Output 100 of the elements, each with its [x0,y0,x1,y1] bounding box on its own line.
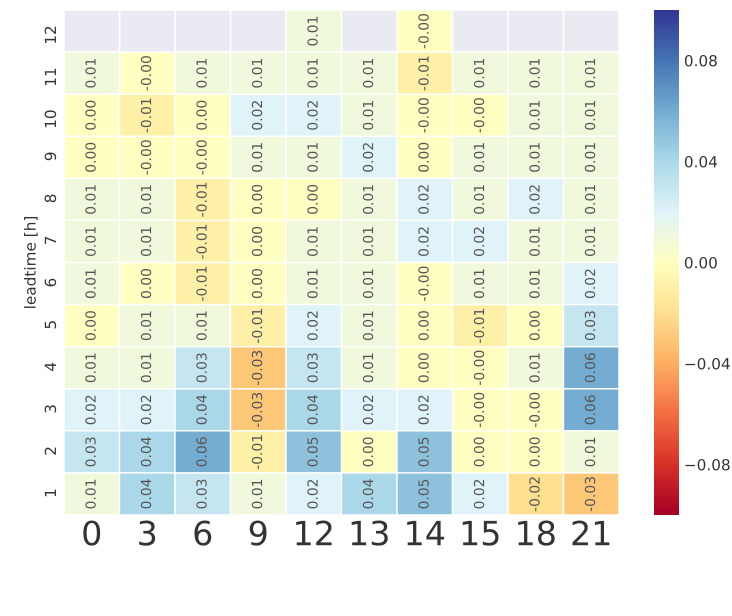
data-label: 0.01 [362,227,374,256]
data-label: 0.01 [362,354,374,382]
data-label: 0.02 [307,312,318,340]
color-bar-label: −0.04 [685,358,730,370]
data-label: 0.01 [584,185,596,214]
data-label: 0.00 [85,311,96,340]
x-tick-label: 15 [462,520,499,546]
data-label: 0.02 [418,185,429,214]
data-label: -0.00 [474,350,484,385]
x-tick-label: 0 [83,520,100,546]
data-label: 0.04 [362,479,374,509]
data-label: 0.01 [85,185,96,214]
data-label: 0.01 [529,269,540,298]
data-label: 0.01 [252,143,262,172]
data-label: 0.02 [418,396,429,424]
data-label: -0.01 [252,435,262,470]
data-label: 0.00 [252,184,262,214]
y-tick-label: 12 [44,26,56,43]
data-label: 0.01 [362,269,374,298]
data-label: 0.02 [140,396,152,424]
data-label: 0.01 [584,58,596,88]
data-label: 0.01 [85,480,96,509]
data-label: 0.00 [307,184,318,214]
y-tick-label: 9 [44,152,56,160]
y-tick-label: 6 [44,278,56,286]
data-label: 0.01 [85,269,96,298]
data-label: 0.01 [307,58,318,88]
data-label: 0.00 [362,437,374,466]
data-label: 0.03 [196,480,207,509]
data-label: 0.06 [584,353,596,382]
data-label: 0.00 [418,142,429,172]
color-bar-label: 0.04 [684,156,718,168]
y-tick-label: 5 [44,321,56,328]
data-label: -0.00 [140,140,152,175]
data-label: 0.01 [474,269,484,298]
data-label: 0.01 [252,58,262,88]
data-label: 0.00 [252,226,262,256]
data-label: 0.04 [140,437,152,466]
data-label: 0.01 [529,58,540,88]
y-tick-label: 11 [44,68,56,86]
data-label: 0.03 [85,438,96,466]
x-tick-label: 13 [352,520,388,546]
data-label: 0.02 [307,101,318,130]
color-bar-label: 0.08 [684,54,717,67]
data-label: 0.06 [584,395,596,424]
y-tick-label: 4 [44,362,56,371]
x-tick-label: 18 [518,520,555,546]
data-label: -0.00 [418,266,429,301]
data-label: -0.03 [252,392,262,428]
x-tick-label: 21 [572,520,610,546]
data-label: 0.01 [474,185,484,214]
data-label: 0.02 [529,185,540,214]
data-label: -0.00 [196,140,207,175]
data-label: 0.00 [418,353,429,382]
data-label: 0.01 [529,101,540,130]
x-tick-label: 3 [139,520,156,546]
data-label: 0.02 [474,480,484,509]
data-label: 0.01 [529,143,540,172]
data-label: -0.00 [529,392,540,428]
data-label: 0.01 [140,227,152,256]
y-tick-label: 3 [44,405,56,413]
data-label: 0.02 [418,227,429,256]
data-label: -0.00 [474,98,484,132]
data-label: 0.00 [474,437,484,466]
data-label: 0.00 [252,269,262,298]
data-label: 0.01 [140,185,152,214]
data-label: -0.02 [529,477,540,512]
x-tick-label: 9 [250,520,267,546]
data-label: -0.01 [140,98,152,132]
data-label: 0.02 [362,143,374,172]
data-label: 0.00 [85,142,96,172]
data-label: 0.01 [584,438,596,466]
data-label: -0.03 [252,350,262,385]
data-label: 0.01 [362,185,374,214]
data-label: -0.01 [196,224,207,259]
data-label: 0.03 [307,353,318,382]
data-label: 0.05 [418,438,429,466]
data-label: 0.00 [529,437,540,466]
data-label: 0.01 [474,143,484,172]
data-label: 0.01 [362,101,374,130]
x-tick-label: 14 [407,520,444,546]
data-label: 0.01 [362,311,374,340]
data-label: -0.00 [418,14,429,48]
data-label: 0.01 [140,311,152,340]
data-label: 0.04 [196,395,207,424]
y-tick-label: 1 [44,490,56,496]
data-label: 0.00 [196,100,207,130]
data-label: 0.02 [474,227,484,256]
data-label: 0.00 [140,269,152,298]
data-label: 0.01 [252,480,262,509]
data-label: 0.01 [474,58,484,88]
y-tick-label: 2 [44,448,56,455]
data-label: 0.03 [196,353,207,382]
data-label: 0.01 [140,354,152,382]
color-bar-label: −0.08 [685,458,730,471]
data-label: 0.05 [418,480,429,509]
data-label: 0.00 [529,311,540,340]
data-label: 0.02 [252,101,262,130]
x-tick-label: 12 [296,520,332,546]
data-label: -0.01 [252,308,262,343]
